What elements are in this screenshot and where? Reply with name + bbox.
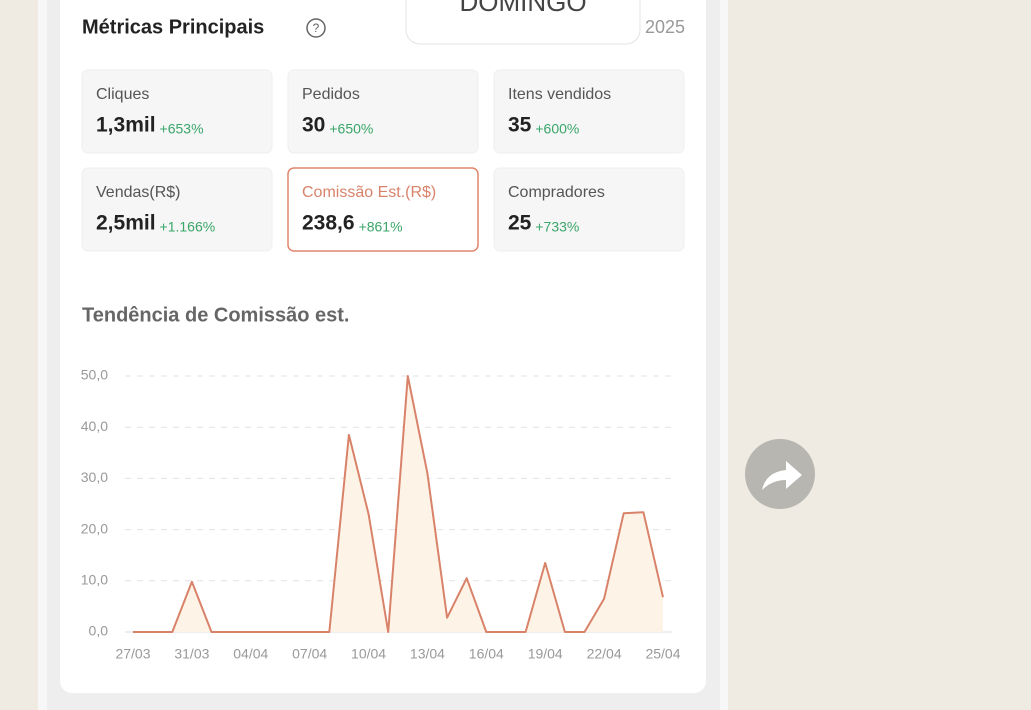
metric-card[interactable] <box>287 69 479 154</box>
metric-card[interactable] <box>81 69 273 154</box>
forward-icon <box>762 461 802 490</box>
x-tick-label: 07/04 <box>292 646 327 662</box>
x-tick-label: 27/03 <box>115 646 150 662</box>
line <box>133 375 664 633</box>
y-tick-label: 0,0 <box>89 623 109 639</box>
metric-label: Cliques <box>96 86 149 103</box>
x-tick-label: 13/04 <box>410 646 445 662</box>
metric-label: Vendas(R$) <box>96 184 181 201</box>
metric-value: 2,5mil <box>96 212 156 235</box>
metric-card[interactable] <box>81 167 273 252</box>
metric-change: +653% <box>160 121 204 137</box>
y-tick-label: 20,0 <box>81 520 108 536</box>
metric-change: +861% <box>359 219 403 235</box>
metric-value: 25 <box>508 212 532 235</box>
day-overlay: DOMINGO <box>459 0 586 17</box>
metric-change: +600% <box>535 121 579 137</box>
x-tick-label: 19/04 <box>528 646 563 662</box>
y-tick-label: 30,0 <box>81 469 108 485</box>
date-year: 2025 <box>645 17 685 37</box>
y-tick-label: 40,0 <box>81 418 108 434</box>
metric-value: 30 <box>302 114 325 137</box>
y-tick-label: 10,0 <box>81 572 108 588</box>
metric-label: Comissão Est.(R$) <box>302 184 436 201</box>
metric-change: +1.166% <box>160 219 216 235</box>
x-tick-label: 25/04 <box>645 646 680 662</box>
metric-value: 35 <box>508 114 532 137</box>
x-tick-label: 16/04 <box>469 646 504 662</box>
metric-value: 238,6 <box>302 212 355 235</box>
x-tick-label: 04/04 <box>233 646 268 662</box>
metric-change: +733% <box>535 219 579 235</box>
metric-card[interactable] <box>493 69 685 154</box>
metric-card[interactable] <box>287 167 479 252</box>
metric-label: Pedidos <box>302 86 360 103</box>
x-tick-label: 10/04 <box>351 646 386 662</box>
help-icon[interactable] <box>306 18 326 38</box>
metric-card[interactable] <box>493 167 685 252</box>
chart: Tendência de Comissão est. 0,0 10,0 20,0 30… <box>81 304 681 661</box>
metric-label: Itens vendidos <box>508 86 611 103</box>
x-tick-label: 22/04 <box>587 646 622 662</box>
metric-change: +650% <box>329 121 373 137</box>
metric-label: Compradores <box>508 184 605 201</box>
metric-grid: Cliques 1,3mil +653% Pedidos 30 +650% Itens ve… <box>81 69 685 252</box>
y-tick-label: 50,0 <box>81 367 108 383</box>
x-tick-label: 31/03 <box>174 646 209 662</box>
help-icon-mark: ? <box>313 21 320 35</box>
chart-title: Tendência de Comissão est. <box>82 304 350 326</box>
metric-value: 1,3mil <box>96 114 156 137</box>
section-title: Métricas Principais <box>82 16 264 38</box>
date-overlay <box>405 0 641 45</box>
